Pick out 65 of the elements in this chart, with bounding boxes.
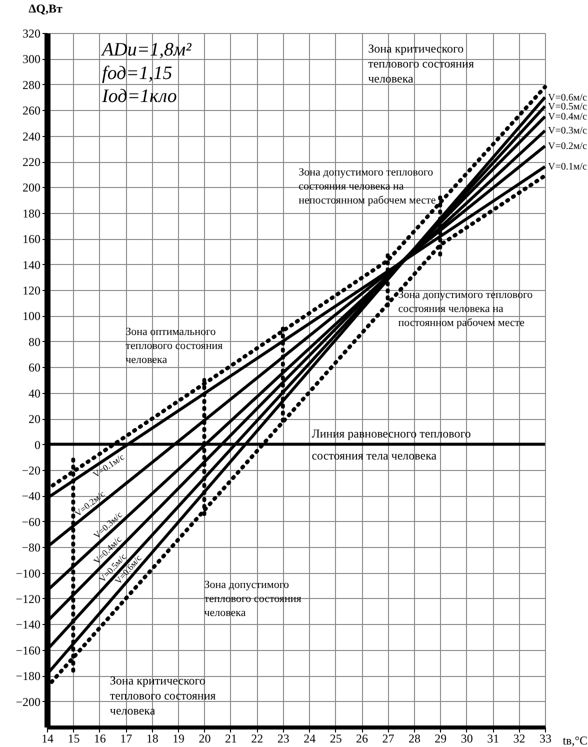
x-tick-label: 17: [120, 732, 132, 746]
y-tick-label: 100: [22, 309, 40, 324]
y-tick-label: 160: [22, 232, 40, 246]
y-tick-label: 40: [28, 386, 40, 400]
annotation: Зона критического теплового состояния человека: [368, 41, 474, 86]
x-tick-label: 15: [68, 732, 80, 746]
y-tick-label: 320: [22, 26, 40, 40]
y-tick-label: 280: [22, 78, 40, 92]
x-tick-label: 19: [172, 732, 185, 746]
x-tick-label: 26: [356, 732, 368, 746]
y-tick-label: −200: [16, 694, 40, 709]
annotation: Зона критического теплового состояния человека: [110, 674, 216, 718]
annotation: Зона допустимого теплового состояния человека: [204, 579, 302, 620]
y-tick-label: 220: [22, 155, 40, 170]
y-tick-label: −140: [16, 618, 40, 632]
x-tick-label: 18: [146, 732, 158, 746]
x-tick-label: 21: [224, 732, 237, 746]
x-tick-label: 23: [277, 732, 290, 746]
annotation: Зона оптимального теплового состояния человека: [126, 326, 223, 366]
series-label: V=0.5м/с: [548, 101, 588, 112]
x-tick-label: 20: [198, 732, 211, 746]
text: V=0.1м/с: [548, 162, 587, 173]
y-tick-label: 140: [22, 258, 40, 272]
x-tick-label: 24: [304, 732, 316, 746]
y-tick-label: 240: [22, 129, 40, 144]
y-tick-label: 260: [22, 104, 40, 118]
y-tick-label: −120: [16, 592, 40, 606]
y-tick-label: −80: [22, 540, 40, 555]
y-tick-label: −160: [16, 643, 40, 658]
y-tick-label: 20: [28, 412, 40, 426]
x-tick-label: 30: [460, 732, 473, 746]
y-tick-label: −40: [22, 489, 40, 504]
x-tick-label: 25: [330, 732, 342, 746]
annotation: fод=1,15: [102, 62, 172, 84]
x-tick-label: 28: [408, 732, 420, 746]
y-tick-label: 120: [22, 284, 40, 298]
y-tick-label: −20: [22, 463, 40, 478]
x-tick-label: 22: [251, 732, 264, 746]
annotation: Зона допустимого теплового состояния человека на постоянном рабочем месте: [398, 288, 534, 329]
x-tick-label: 27: [382, 732, 394, 746]
x-tick-label: 14: [42, 732, 54, 746]
x-tick-label: 33: [540, 732, 552, 746]
x-axis-title: tв,°C: [562, 734, 588, 747]
y-tick-label: 180: [22, 206, 40, 220]
y-tick-label: −180: [16, 669, 40, 684]
x-tick-label: 16: [94, 732, 106, 746]
series-label: V=0.6м/с: [548, 92, 588, 104]
y-tick-label: 60: [28, 360, 40, 375]
y-axis-title: ΔQ,Вт: [28, 2, 62, 16]
y-tick-label: 200: [22, 180, 40, 195]
y-tick-label: −100: [16, 566, 40, 580]
x-tick-label: 29: [434, 732, 447, 746]
annotation: ADu=1,8м²: [100, 40, 192, 61]
annotation: Iод=1кло: [101, 86, 177, 107]
series-label: V=0.2м/с: [548, 141, 588, 152]
y-tick-label: 80: [28, 334, 40, 349]
series-label: V=0.3м/с: [548, 126, 588, 137]
ref-line-label: Линия равновесного теплового состояния тела человека: [312, 426, 471, 462]
y-tick-label: −60: [22, 514, 40, 529]
x-tick-label: 31: [487, 732, 500, 746]
x-tick-label: 32: [513, 732, 526, 746]
y-tick-label: 300: [22, 52, 40, 66]
annotation: Зона допустимого теплового состояния человека на непостоянном рабочем месте: [298, 166, 436, 207]
series-label: V=0.4м/с: [548, 112, 588, 123]
y-tick-label: 0: [34, 438, 40, 452]
